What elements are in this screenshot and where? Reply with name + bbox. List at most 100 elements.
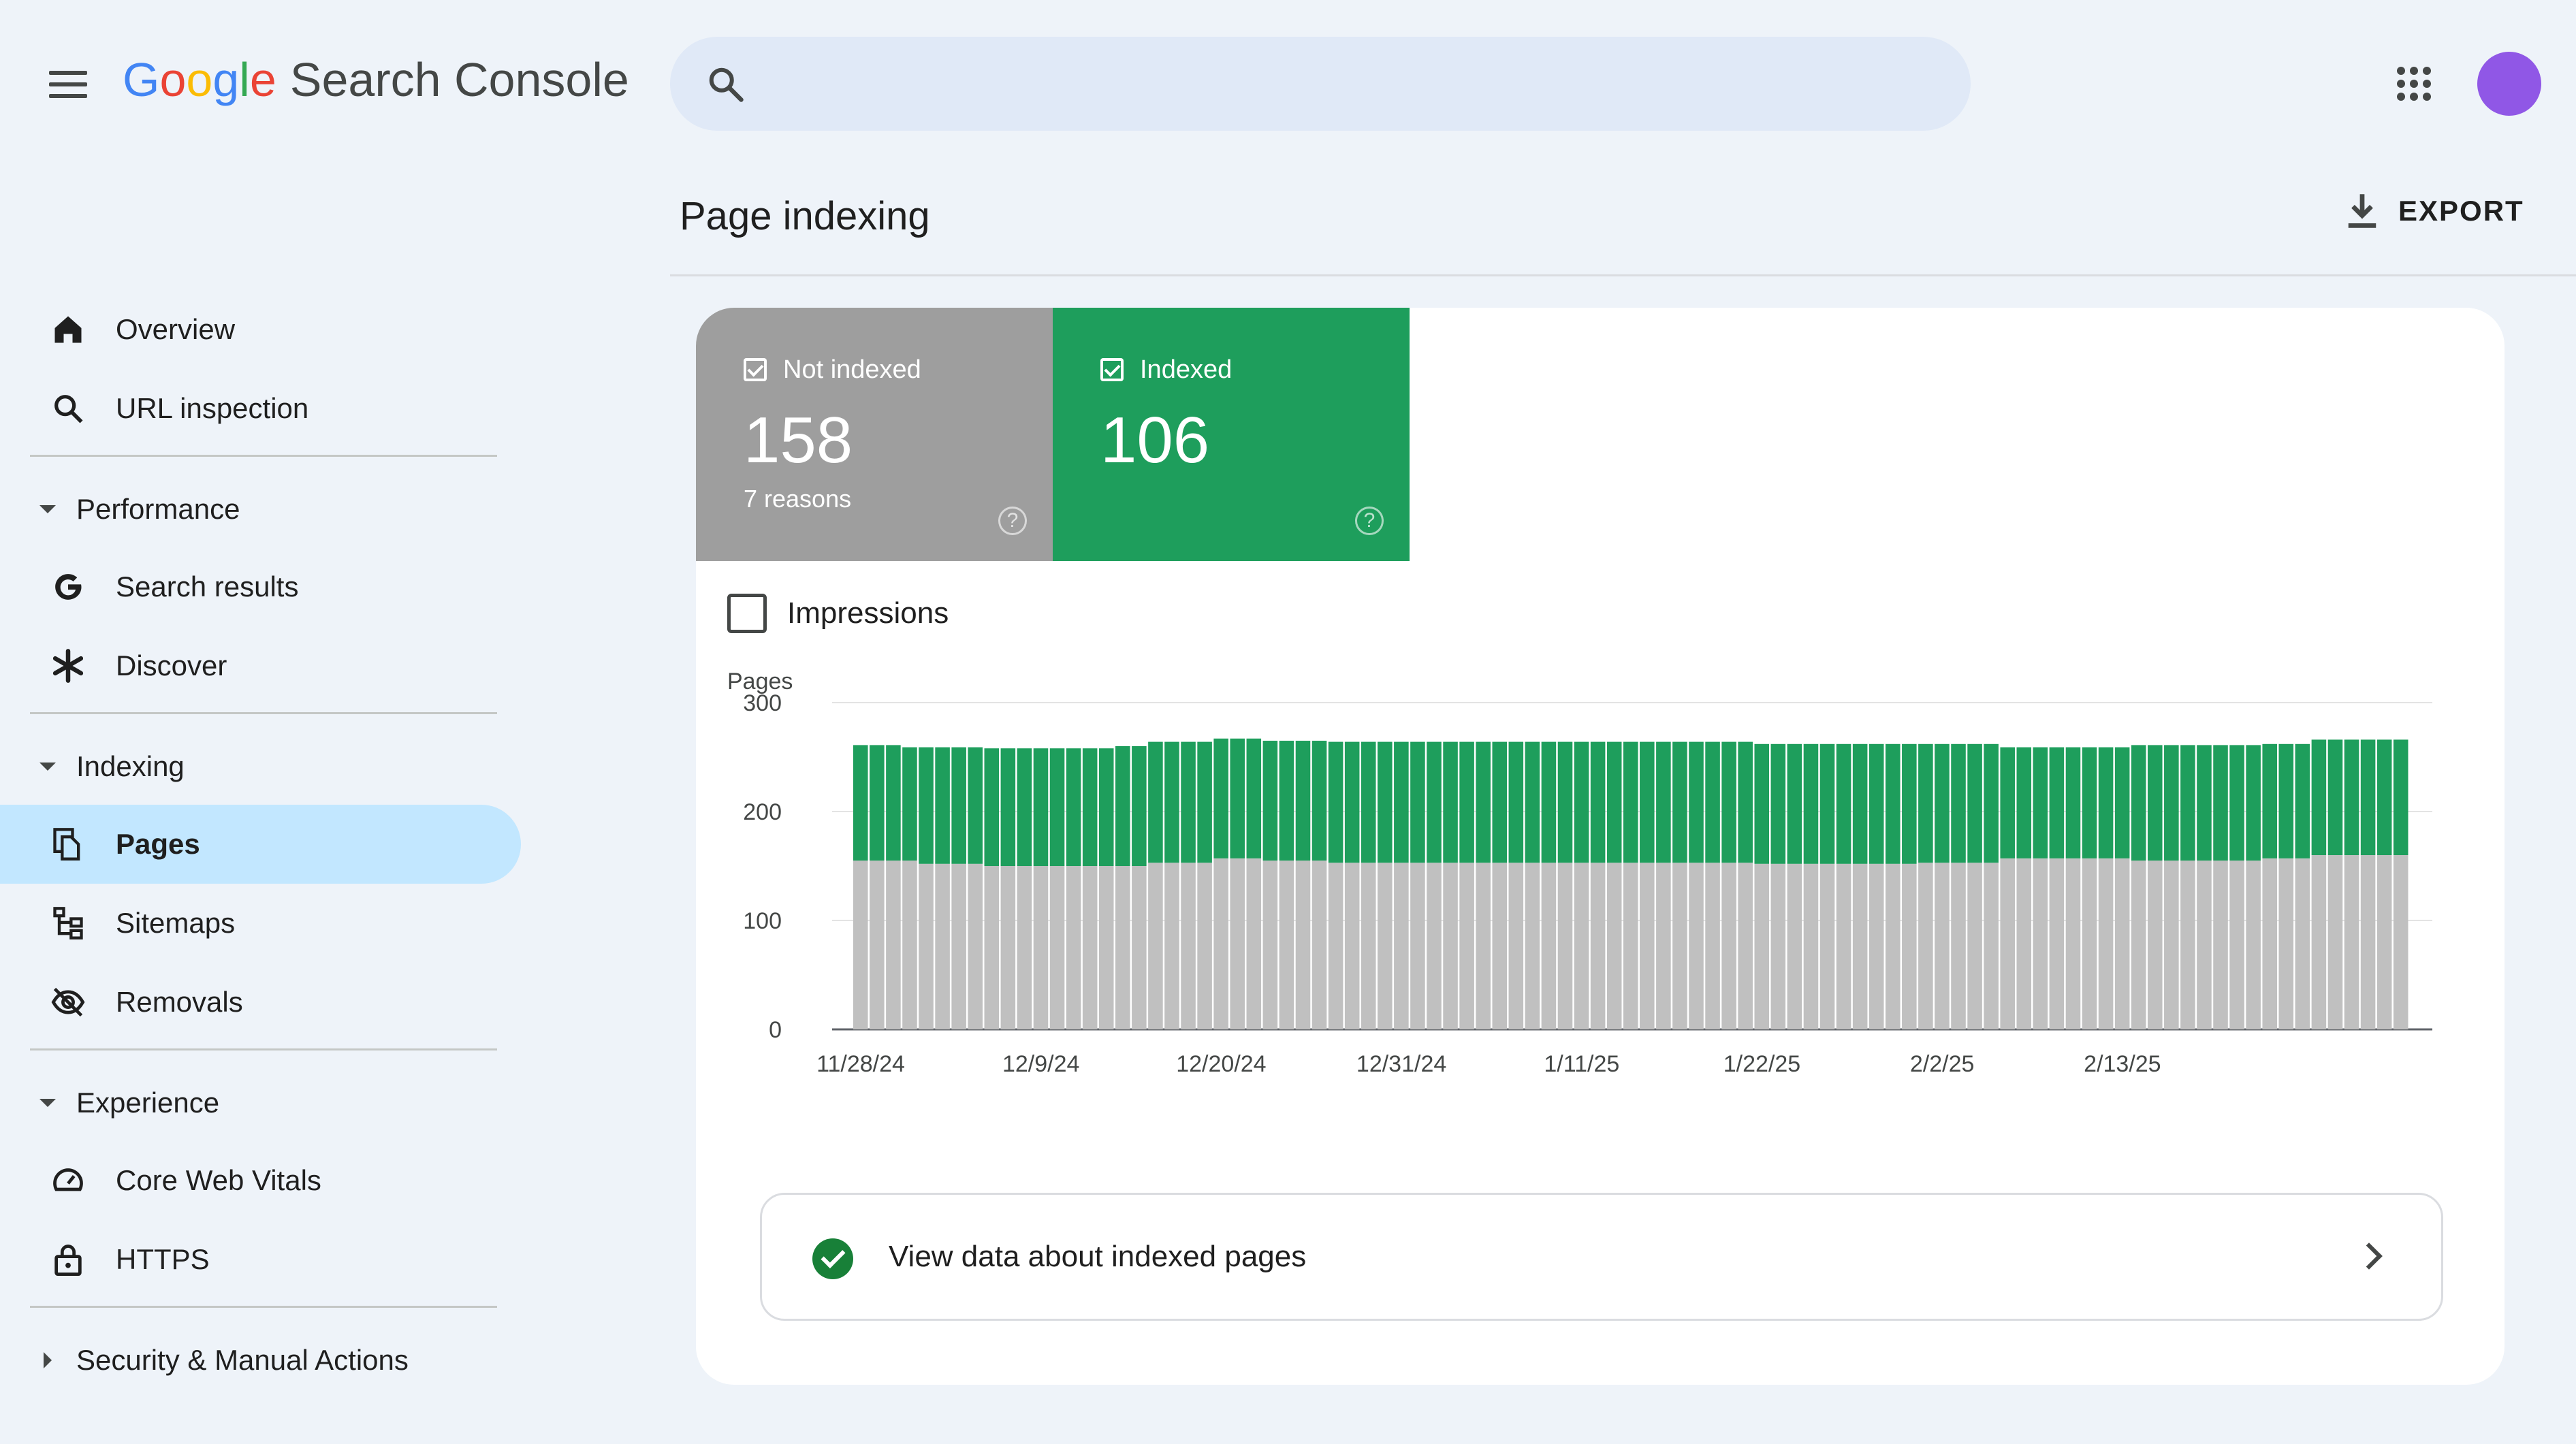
check-circle-icon bbox=[812, 1238, 853, 1279]
section-experience[interactable]: Experience bbox=[0, 1069, 521, 1137]
view-indexed-pages-button[interactable]: View data about indexed pages bbox=[760, 1193, 2443, 1321]
bar-indexed bbox=[2246, 745, 2261, 861]
search-input[interactable] bbox=[772, 37, 1933, 132]
apps-grid-icon[interactable] bbox=[2397, 67, 2431, 101]
sidebar-item-removals[interactable]: Removals bbox=[0, 963, 521, 1042]
bar-indexed bbox=[853, 745, 868, 861]
bar-indexed bbox=[1344, 741, 1360, 863]
main-menu-icon[interactable] bbox=[49, 71, 87, 98]
search-bar[interactable] bbox=[670, 37, 1971, 132]
bar-not-indexed bbox=[2065, 858, 2081, 1029]
bar-not-indexed bbox=[2000, 858, 2015, 1029]
bar-not-indexed bbox=[1213, 858, 1228, 1029]
bar-not-indexed bbox=[1557, 863, 1573, 1029]
bar-not-indexed bbox=[1066, 866, 1081, 1029]
bar-indexed bbox=[2016, 747, 2032, 859]
google-logo: Google bbox=[123, 53, 276, 106]
bar-not-indexed bbox=[1459, 863, 1474, 1029]
sidebar-item-core-web-vitals[interactable]: Core Web Vitals bbox=[0, 1141, 521, 1220]
search-console-logo[interactable]: Google Search Console bbox=[123, 56, 629, 103]
bar-not-indexed bbox=[1148, 863, 1163, 1029]
section-security[interactable]: Security & Manual Actions bbox=[0, 1326, 521, 1394]
sidebar-item-url-inspection[interactable]: URL inspection bbox=[0, 369, 521, 448]
bar-indexed bbox=[2311, 739, 2327, 855]
sidebar-item-label: Core Web Vitals bbox=[116, 1164, 321, 1196]
bar-indexed bbox=[1721, 741, 1736, 863]
bar-indexed bbox=[1459, 741, 1474, 863]
sidebar-item-pages[interactable]: Pages bbox=[0, 805, 521, 884]
bar-not-indexed bbox=[2213, 861, 2228, 1029]
sidebar-item-discover[interactable]: Discover bbox=[0, 626, 521, 705]
impressions-label: Impressions bbox=[787, 596, 949, 630]
sidebar-item-sitemaps[interactable]: Sitemaps bbox=[0, 884, 521, 963]
bar-not-indexed bbox=[1394, 863, 1409, 1029]
sidebar-divider bbox=[30, 1306, 497, 1308]
bar-not-indexed bbox=[1492, 863, 1508, 1029]
help-icon[interactable]: ? bbox=[1355, 507, 1384, 535]
account-avatar[interactable] bbox=[2477, 52, 2541, 116]
x-tick-label: 2/13/25 bbox=[2084, 1051, 2161, 1077]
bar-indexed bbox=[886, 745, 901, 861]
bar-not-indexed bbox=[951, 863, 966, 1029]
indexing-chart: Pages 0 100 200 300 11/28/24 12/9/24 12/20/24 12… bbox=[727, 669, 2432, 1077]
bar-not-indexed bbox=[1311, 861, 1327, 1029]
export-button[interactable]: EXPORT bbox=[2344, 191, 2524, 231]
bar-not-indexed bbox=[1656, 863, 1671, 1029]
bar-indexed bbox=[984, 748, 1000, 866]
y-tick-label: 0 bbox=[769, 1017, 782, 1043]
bar-not-indexed bbox=[1869, 863, 1884, 1029]
bar-not-indexed bbox=[1230, 858, 1245, 1029]
checkbox-icon bbox=[744, 358, 767, 381]
bar-not-indexed bbox=[919, 863, 934, 1029]
bar-not-indexed bbox=[1770, 863, 1786, 1029]
section-indexing[interactable]: Indexing bbox=[0, 733, 521, 801]
bar-indexed bbox=[968, 747, 983, 864]
bar-indexed bbox=[1885, 743, 1901, 864]
sitemap-icon bbox=[48, 903, 89, 944]
impressions-checkbox[interactable] bbox=[727, 594, 767, 633]
bar-not-indexed bbox=[968, 863, 983, 1029]
bar-indexed bbox=[1984, 743, 1999, 863]
not-indexed-count: 158 bbox=[744, 404, 853, 477]
sidebar-item-https[interactable]: HTTPS bbox=[0, 1220, 521, 1299]
bar-indexed bbox=[1705, 741, 1720, 863]
bar-indexed bbox=[1869, 743, 1884, 864]
bar-indexed bbox=[2262, 743, 2277, 859]
bar-indexed bbox=[1246, 738, 1262, 859]
section-performance[interactable]: Performance bbox=[0, 475, 521, 543]
bar-indexed bbox=[1378, 741, 1393, 863]
product-name: Search Console bbox=[289, 53, 629, 106]
bar-indexed bbox=[2295, 743, 2310, 859]
logo-letter: l bbox=[239, 53, 250, 106]
bar-indexed bbox=[1525, 741, 1540, 863]
bar-indexed bbox=[1476, 741, 1491, 863]
bar-not-indexed bbox=[1623, 863, 1638, 1029]
caret-down-icon bbox=[39, 763, 56, 771]
not-indexed-label: Not indexed bbox=[783, 355, 921, 384]
bar-indexed bbox=[1115, 746, 1130, 866]
bar-indexed bbox=[2033, 747, 2048, 859]
bar-not-indexed bbox=[1721, 863, 1736, 1029]
bar-indexed bbox=[2098, 747, 2114, 859]
section-label: Indexing bbox=[76, 750, 185, 782]
bar-not-indexed bbox=[870, 861, 885, 1029]
bar-indexed bbox=[1623, 741, 1638, 863]
bar-not-indexed bbox=[984, 866, 1000, 1029]
bar-not-indexed bbox=[1181, 863, 1196, 1029]
sidebar-item-overview[interactable]: Overview bbox=[0, 290, 521, 369]
bar-not-indexed bbox=[1295, 861, 1311, 1029]
bar-not-indexed bbox=[1541, 863, 1557, 1029]
indexed-tile[interactable]: Indexed 106 ? bbox=[1053, 308, 1410, 561]
bar-indexed bbox=[1443, 741, 1458, 863]
help-icon[interactable]: ? bbox=[998, 507, 1027, 535]
sidebar-item-search-results[interactable]: Search results bbox=[0, 547, 521, 626]
bar-indexed bbox=[2164, 745, 2179, 861]
bar-indexed bbox=[1819, 743, 1835, 864]
bar-indexed bbox=[2197, 745, 2212, 861]
bar-not-indexed bbox=[1885, 863, 1901, 1029]
bar-not-indexed bbox=[2049, 858, 2065, 1029]
not-indexed-tile[interactable]: Not indexed 158 7 reasons ? bbox=[696, 308, 1053, 561]
bar-not-indexed bbox=[2278, 858, 2294, 1029]
sidebar-item-label: Discover bbox=[116, 649, 227, 681]
bar-indexed bbox=[870, 745, 885, 861]
